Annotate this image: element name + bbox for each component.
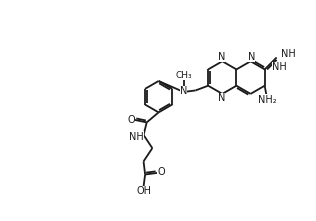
Text: OH: OH	[136, 186, 151, 196]
Text: N: N	[218, 52, 225, 62]
Text: N: N	[247, 52, 255, 62]
Text: N: N	[180, 86, 187, 96]
Text: NH: NH	[129, 131, 144, 141]
Text: CH₃: CH₃	[175, 70, 192, 80]
Text: O: O	[157, 167, 165, 177]
Text: NH: NH	[271, 62, 286, 72]
Text: NH₂: NH₂	[258, 95, 276, 105]
Text: O: O	[127, 115, 135, 125]
Text: N: N	[218, 93, 225, 103]
Text: NH: NH	[281, 49, 296, 59]
